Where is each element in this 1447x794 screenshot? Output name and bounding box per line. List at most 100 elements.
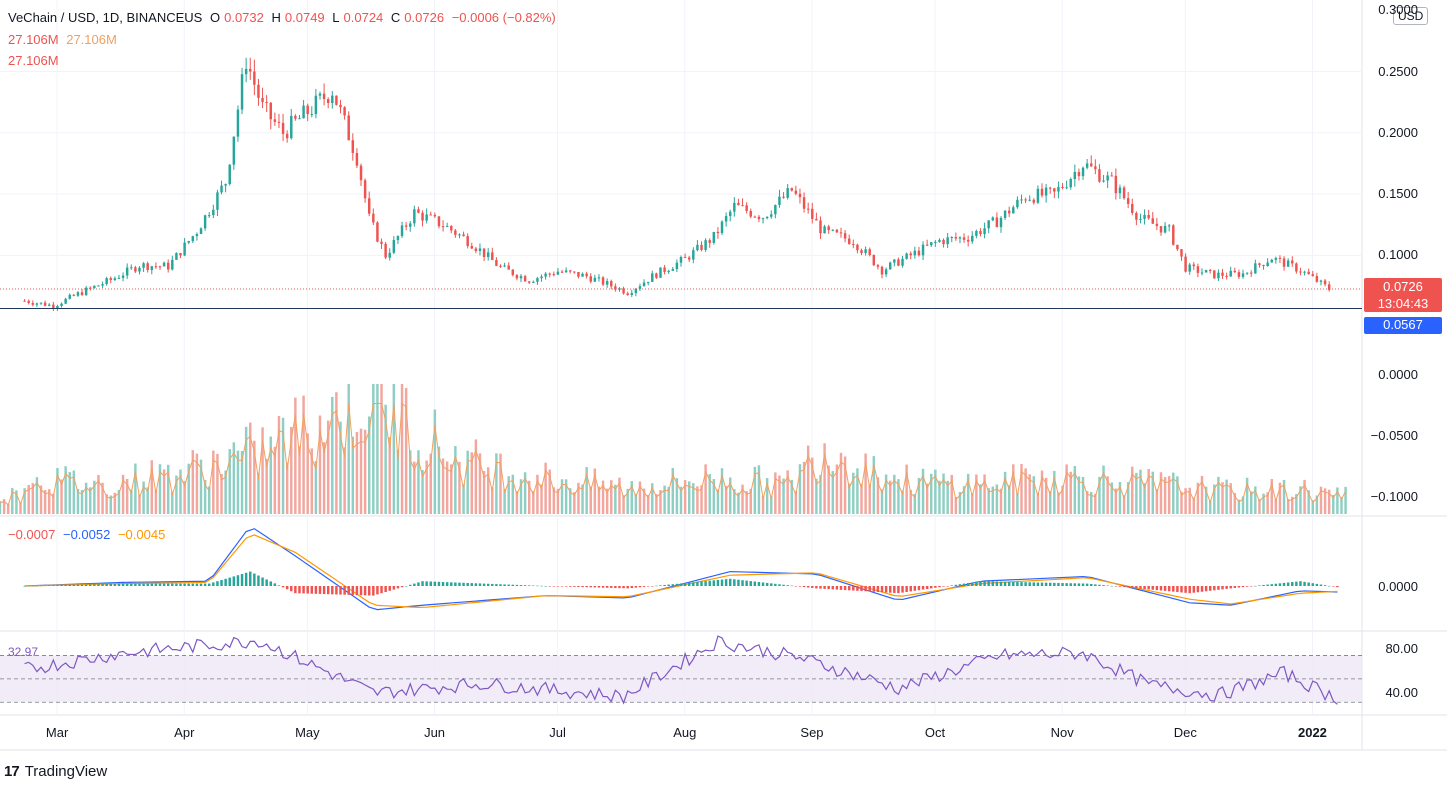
volume-bar: [1044, 477, 1048, 514]
volume-bar: [23, 488, 26, 514]
volume-bar: [171, 491, 174, 514]
macd-histogram-bar: [634, 586, 638, 588]
price-axis-label: −0.1000: [1370, 489, 1418, 504]
volume-bar: [835, 464, 839, 514]
macd-histogram-bar: [1044, 582, 1048, 586]
volume-bar: [1315, 495, 1319, 514]
macd-histogram-bar: [999, 581, 1003, 586]
volume-bar: [597, 486, 601, 514]
volume-bar: [921, 468, 925, 514]
candle-body: [958, 237, 962, 239]
candle-body: [667, 270, 670, 272]
macd-histogram-bar: [273, 583, 277, 586]
volume-bar: [724, 485, 728, 514]
volume-bar: [1102, 465, 1105, 514]
price-axis-label: 40.00: [1385, 685, 1418, 700]
macd-histogram-bar: [1180, 586, 1183, 593]
candle-body: [1295, 263, 1298, 272]
candle-body: [1266, 262, 1269, 267]
volume-bar: [482, 470, 486, 514]
macd-histogram-bar: [261, 577, 264, 586]
macd-histogram-bar: [987, 581, 990, 586]
volume-ma-legend: 27.106M: [8, 53, 63, 68]
volume-bar: [318, 415, 322, 514]
volume-bar: [1176, 476, 1179, 514]
volume-bar: [433, 409, 437, 514]
time-axis-label: May: [295, 725, 320, 740]
volume-bar: [1163, 477, 1167, 514]
macd-histogram-bar: [1311, 583, 1315, 586]
volume-bar: [1295, 494, 1298, 514]
candle-body: [207, 215, 211, 217]
candle-body: [1016, 199, 1019, 208]
macd-histogram-bar: [720, 579, 724, 586]
volume-bar: [626, 488, 629, 514]
candle-body: [134, 267, 137, 272]
candle-body: [249, 68, 252, 72]
candle-body: [585, 273, 588, 277]
candle-body: [966, 239, 970, 242]
macd-histogram-bar: [749, 581, 752, 586]
macd-histogram-bar: [630, 586, 634, 589]
volume-bar: [995, 484, 999, 514]
candle-body: [581, 273, 584, 277]
low-value: 0.0724: [343, 10, 384, 25]
macd-histogram-bar: [511, 584, 515, 586]
volume-bar: [80, 490, 84, 514]
candle-body: [749, 210, 752, 217]
candle-body: [495, 259, 498, 266]
macd-histogram-bar: [1147, 586, 1150, 590]
macd-histogram-bar: [507, 584, 510, 586]
volume-bar: [634, 493, 638, 514]
volume-value-2: 27.106M: [66, 32, 117, 47]
volume-bar: [548, 469, 551, 514]
candle-body: [359, 165, 363, 181]
volume-bar: [991, 486, 995, 514]
candle-body: [462, 234, 465, 237]
candle-body: [363, 180, 367, 199]
symbol-line[interactable]: VeChain / USD, 1D, BINANCEUS: [8, 10, 203, 25]
macd-histogram-bar: [536, 585, 539, 587]
macd-histogram-bar: [462, 582, 465, 586]
macd-histogram-bar: [80, 584, 84, 586]
candle-body: [101, 284, 104, 286]
macd-histogram-bar: [679, 583, 683, 586]
volume-legend: 27.106M 27.106M: [8, 32, 121, 47]
candle-body: [1085, 163, 1089, 168]
volume-bar: [1291, 496, 1294, 514]
volume-bar: [0, 501, 2, 514]
volume-bar: [1172, 472, 1175, 514]
macd-histogram-bar: [646, 586, 650, 587]
volume-bar: [716, 489, 720, 514]
macd-histogram-bar: [585, 586, 588, 588]
volume-bar: [228, 449, 231, 514]
candle-body: [146, 263, 149, 270]
volume-bar: [39, 485, 43, 514]
brand[interactable]: 17 TradingView: [4, 763, 107, 780]
candle-body: [1143, 214, 1146, 219]
volume-bar: [1114, 488, 1118, 514]
macd-histogram-bar: [253, 573, 256, 586]
last-price-badge: 0.0726 13:04:43: [1364, 278, 1442, 312]
time-axis-label: Apr: [174, 725, 195, 740]
macd-histogram-bar: [482, 583, 486, 586]
volume-bar: [770, 495, 773, 514]
macd-histogram-bar: [827, 586, 830, 590]
currency-button[interactable]: USD: [1393, 7, 1429, 25]
macd-histogram-bar: [1213, 586, 1216, 591]
macd-histogram-bar: [614, 586, 617, 589]
time-axis-label: Nov: [1050, 725, 1074, 740]
macd-histogram-bar: [1073, 583, 1077, 586]
volume-bar: [577, 482, 580, 514]
volume-bar: [187, 463, 190, 514]
volume-bar: [429, 453, 432, 514]
candle-body: [470, 246, 474, 249]
macd-histogram-bar: [146, 583, 149, 586]
volume-bar: [404, 387, 408, 514]
candle-body: [380, 241, 383, 244]
candle-body: [1303, 271, 1306, 273]
macd-histogram-bar: [265, 579, 268, 586]
volume-bar: [1147, 469, 1150, 514]
macd-histogram-bar: [191, 583, 195, 586]
